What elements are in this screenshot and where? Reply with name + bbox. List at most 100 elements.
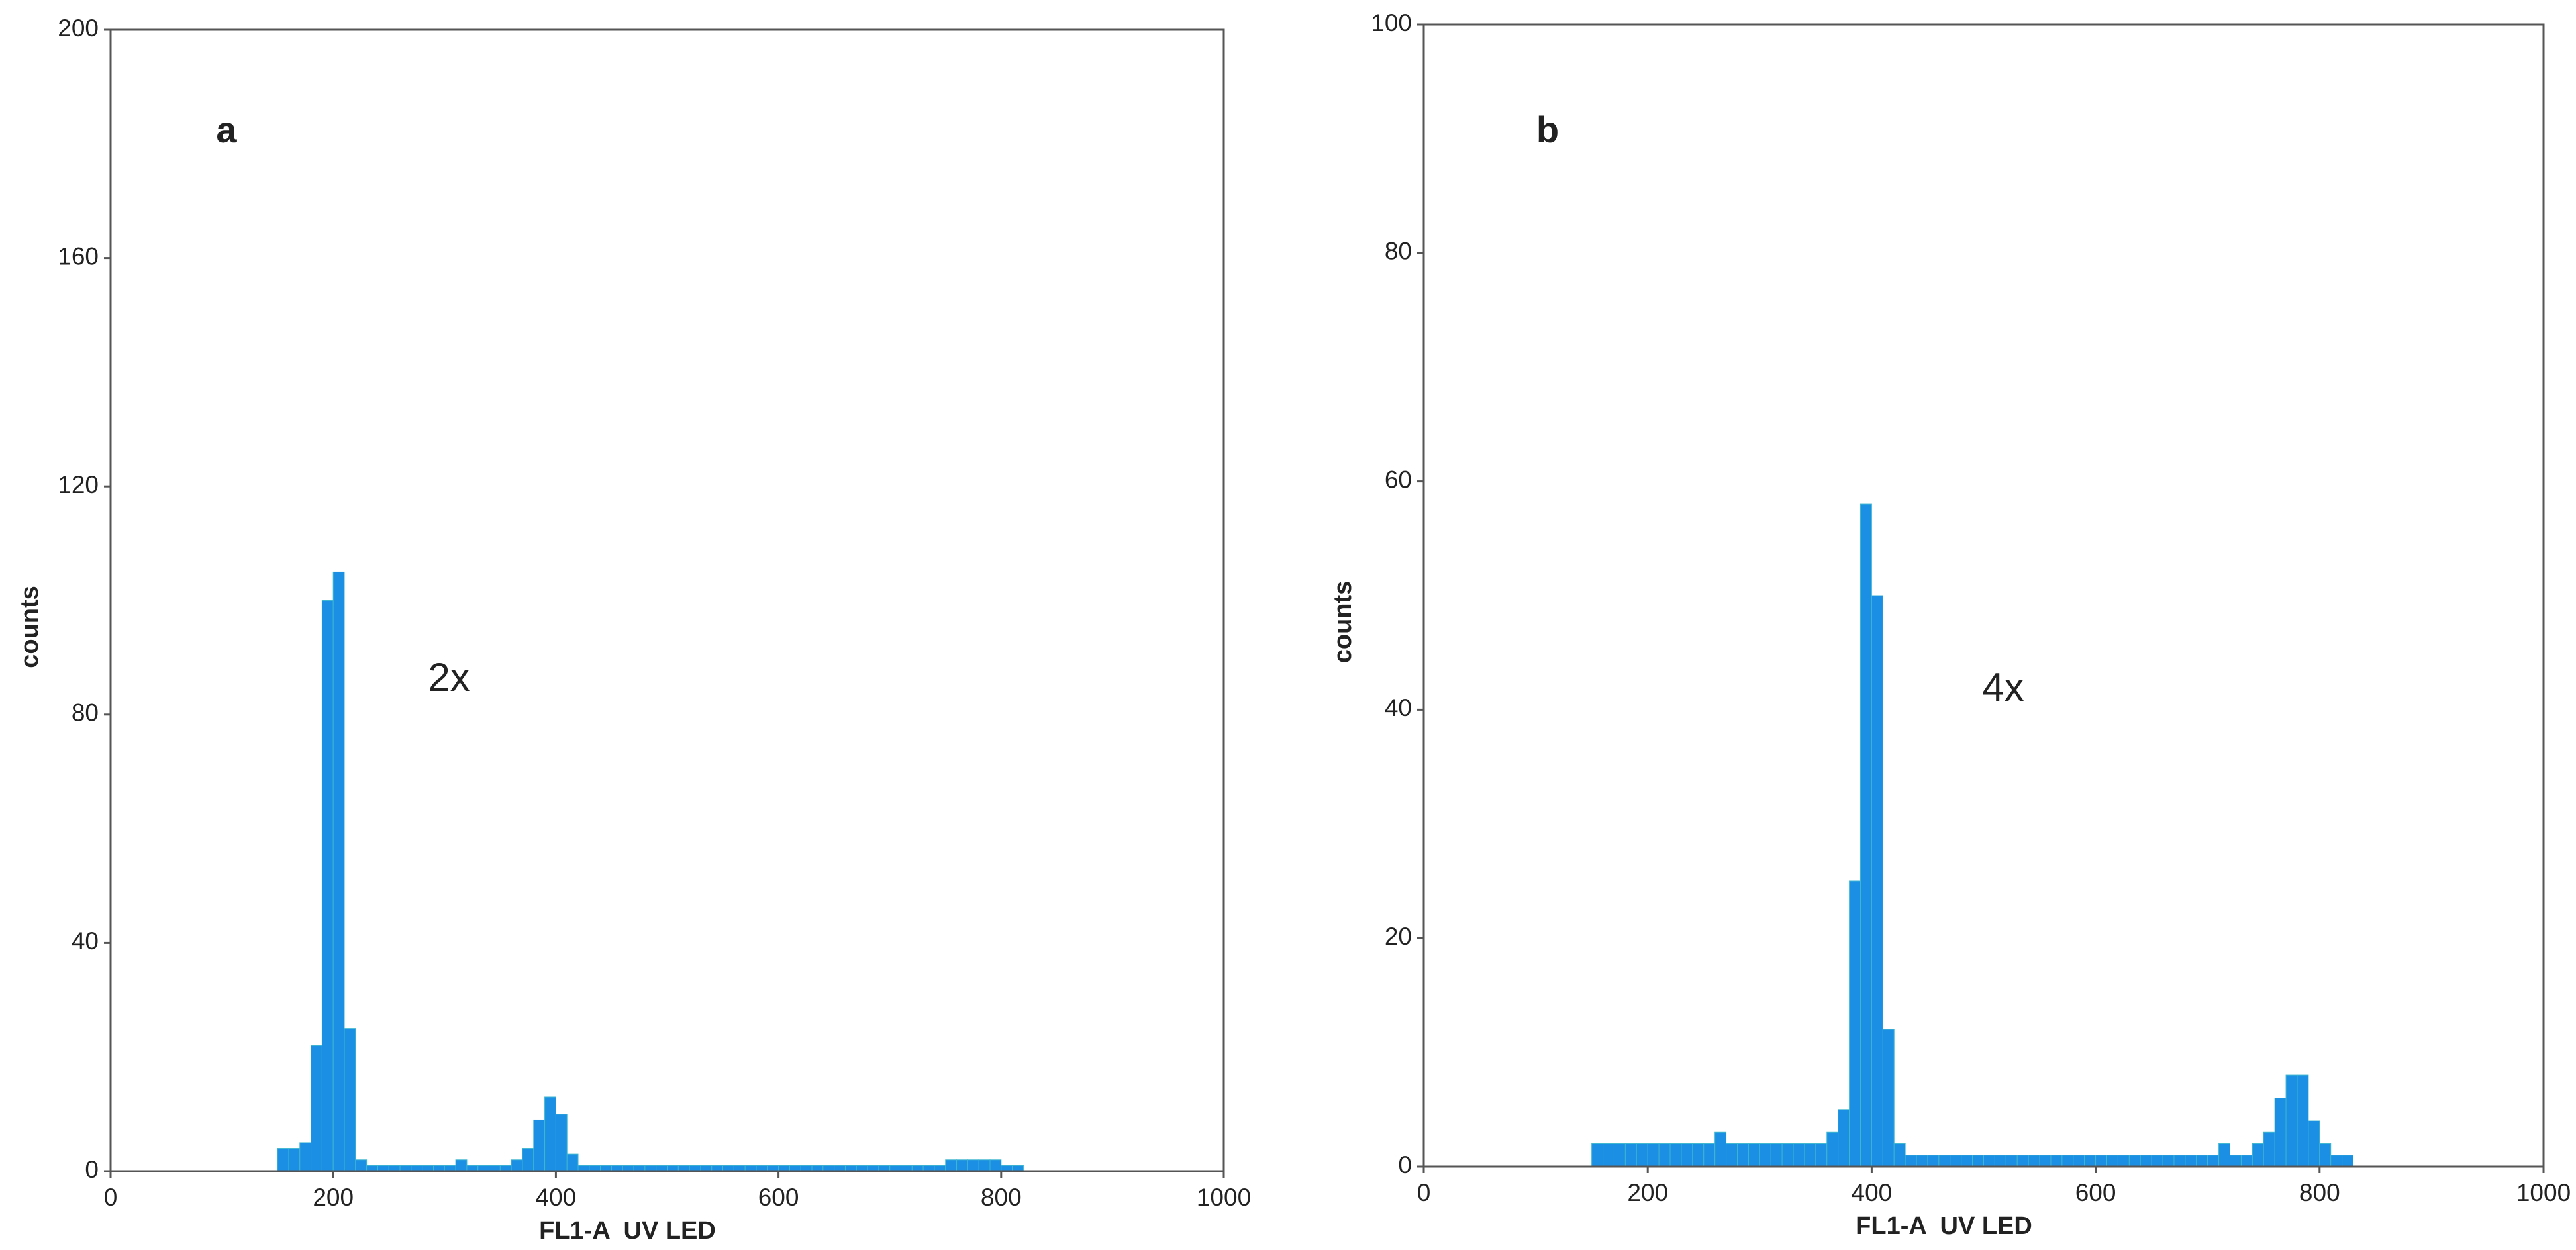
y-tick-label: 160 [58,242,99,270]
chart: 0 40 80 120 160 200 0 200 400 600 800 1000 FL1-A UV … [16,15,1251,1245]
histogram-bar [2162,1155,2175,1167]
histogram-bar [311,1045,322,1172]
histogram-bar [1994,1155,2006,1167]
panel-label: b [1536,109,1559,150]
histogram-bar [1882,1029,1895,1167]
histogram-bar [2039,1155,2052,1167]
histogram-bar [1591,1143,1604,1167]
x-tick-label: 800 [981,1184,1022,1211]
histogram-bar [2330,1155,2343,1167]
histogram-bar [1972,1155,1985,1167]
histogram-bar [2106,1155,2118,1167]
histogram-bar [1770,1143,1783,1167]
histogram-bar [1692,1143,1705,1167]
histogram-bar [1804,1143,1816,1167]
histogram-bar [1726,1143,1738,1167]
x-tick-label: 200 [1627,1179,1668,1206]
histogram-bar [299,1142,312,1172]
histogram-bar [1961,1155,1973,1167]
histogram-bar [288,1148,301,1172]
histogram-bar [2173,1155,2186,1167]
histogram-bar [1759,1143,1771,1167]
histogram-bar [1838,1109,1850,1167]
histogram-bar [2252,1143,2264,1167]
histogram-bar [1669,1143,1682,1167]
histogram-bar [566,1153,579,1172]
histogram-bar [2263,1131,2275,1167]
histogram-bar [2274,1098,2287,1167]
histogram-bar [1905,1155,1917,1167]
histogram-bar [2117,1155,2130,1167]
histogram-bar [1871,595,1883,1167]
y-tick-label: 0 [85,1156,99,1183]
y-tick-label: 40 [72,927,99,955]
histogram-bar [2095,1155,2108,1167]
histogram-bar [1938,1155,1951,1167]
histogram-bar [1658,1143,1671,1167]
histogram-bar [2185,1155,2197,1167]
x-tick-label: 200 [313,1184,354,1211]
x-tick-label: 1000 [1197,1184,1251,1211]
histogram-bar [2207,1155,2220,1167]
histogram-bar [1893,1143,1906,1167]
x-tick-label: 400 [1852,1179,1893,1206]
histogram-bar [1815,1143,1828,1167]
histogram-bar [1927,1155,1940,1167]
y-tick-label: 60 [1385,466,1412,493]
y-tick-label: 120 [58,471,99,498]
histogram-bar [1613,1143,1626,1167]
histogram-bar [555,1114,568,1172]
annotation: 2x [428,655,470,700]
histogram-bar [2128,1155,2141,1167]
histogram-bar [2084,1155,2097,1167]
histogram-bar [2342,1155,2354,1167]
histogram-bar [511,1159,523,1172]
plot-frame [109,28,1225,1172]
histogram-bar [2061,1155,2074,1167]
histogram-bar [1603,1143,1614,1167]
histogram-bar [1703,1143,1716,1167]
y-axis-title: counts [16,586,44,668]
histogram-bar [978,1159,991,1172]
histogram-bar [2218,1143,2231,1167]
plot-frame [1422,23,2545,1168]
histogram-bar [1748,1143,1760,1167]
histogram-bar [544,1096,556,1172]
histogram-bar [1647,1143,1660,1167]
histogram-bar [1826,1131,1839,1167]
x-tick-label: 0 [1417,1179,1431,1206]
histogram-bar [1793,1143,1805,1167]
x-axis-title: FL1-A UV LED [1856,1212,2032,1240]
x-tick-label: 600 [758,1184,799,1211]
histogram-bar [1859,503,1872,1167]
histogram-bar [344,1028,356,1172]
x-tick-label: 1000 [2516,1179,2571,1206]
histogram-bar [989,1159,1002,1172]
histogram-bar [945,1159,958,1172]
histogram-bar [2230,1155,2242,1167]
histogram-bar [1736,1143,1749,1167]
histogram-bar [2240,1155,2253,1167]
x-tick-label: 0 [104,1184,118,1211]
histogram-bar [1714,1131,1727,1167]
histogram-bar [2308,1120,2320,1167]
histogram-bar [533,1119,546,1172]
histogram-bar [956,1159,968,1172]
panel-label: a [216,109,237,150]
histogram-bar [1624,1143,1637,1167]
y-tick-label: 100 [1371,9,1412,36]
y-tick-label: 40 [1385,694,1412,721]
x-tick-label: 400 [536,1184,577,1211]
histogram-bar [455,1159,468,1172]
histogram-bar [1781,1143,1794,1167]
histogram-bar [1849,880,1861,1167]
y-tick-label: 80 [1385,238,1412,265]
histogram-bar [1983,1155,1995,1167]
y-tick-label: 0 [1398,1151,1412,1178]
histogram-bar [2005,1155,2018,1167]
histogram-bar [2028,1155,2040,1167]
histogram-bar [1916,1155,1928,1167]
annotation: 4x [1982,665,2024,709]
histogram-bar [2073,1155,2085,1167]
